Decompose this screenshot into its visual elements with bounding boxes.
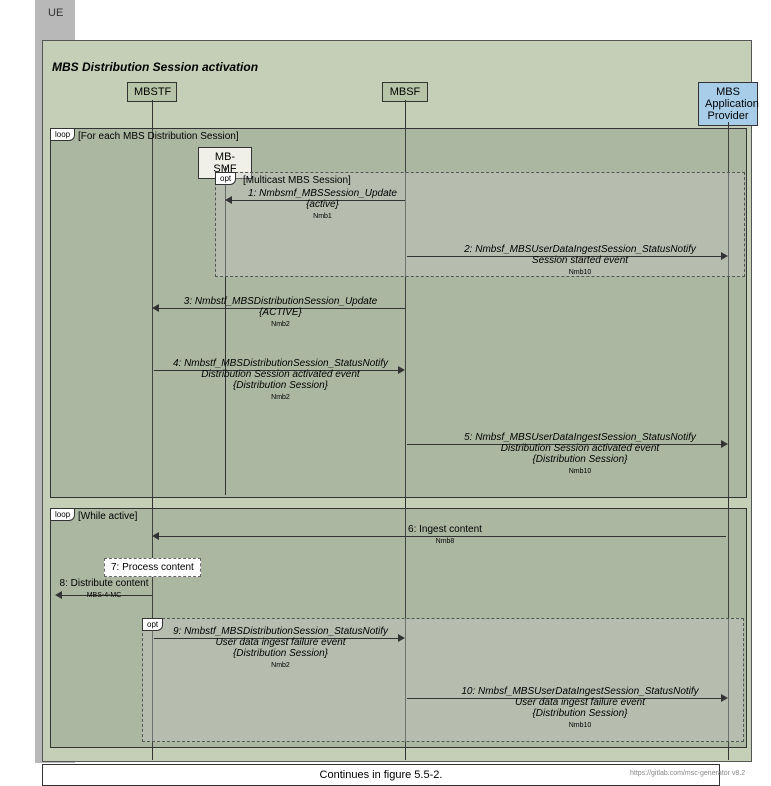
loop2-cond: [While active] xyxy=(78,511,137,522)
m9-ref: Nmb2 xyxy=(271,662,290,669)
m8-label: 8: Distribute content MBS-4-MC xyxy=(58,578,150,600)
m4-text: 4: Nmbstf_MBSDistributionSession_StatusN… xyxy=(173,358,388,369)
opt1-tag: opt xyxy=(215,172,236,185)
loop2-tag: loop xyxy=(50,508,75,521)
m6-head xyxy=(152,532,159,540)
sequence-diagram: UE MBS Distribution Session activation M… xyxy=(0,0,771,782)
m1-head xyxy=(225,196,232,204)
footer-credit: https://gitlab.com/msc-generator v8.2 xyxy=(630,770,745,777)
m2-ref: Nmb10 xyxy=(569,269,592,276)
m10-text: 10: Nmbsf_MBSUserDataIngestSession_Statu… xyxy=(461,686,698,697)
m9-sub2: {Distribution Session} xyxy=(233,648,328,659)
m3-ref: Nmb2 xyxy=(271,321,290,328)
loop1-tag: loop xyxy=(50,128,75,141)
m1-sub: {active} xyxy=(306,199,339,210)
m4-sub2: {Distribution Session} xyxy=(233,380,328,391)
m8-text: 8: Distribute content xyxy=(60,578,149,589)
diagram-title: MBS Distribution Session activation xyxy=(52,60,258,74)
mbstf-head: MBSTF xyxy=(127,82,177,102)
m6-ref: Nmb8 xyxy=(436,538,455,545)
m5-sub2: {Distribution Session} xyxy=(532,454,627,465)
m2-text: 2: Nmbsf_MBSUserDataIngestSession_Status… xyxy=(464,244,696,255)
m5-sub: Distribution Session activated event xyxy=(501,443,659,454)
m4-ref: Nmb2 xyxy=(271,394,290,401)
m3-label: 3: Nmbstf_MBSDistributionSession_Update … xyxy=(158,296,403,329)
m6-text: 6: Ingest content xyxy=(408,524,482,535)
m10-sub: User data ingest failure event xyxy=(515,697,645,708)
m1-text: 1: Nmbsmf_MBSSession_Update xyxy=(248,188,397,199)
opt1-cond: [Multicast MBS Session] xyxy=(243,175,351,186)
m9-sub: User data ingest failure event xyxy=(215,637,345,648)
m5-text: 5: Nmbsf_MBSUserDataIngestSession_Status… xyxy=(464,432,696,443)
mbsf-head: MBSF xyxy=(382,82,428,102)
m3-text: 3: Nmbstf_MBSDistributionSession_Update xyxy=(184,296,377,307)
m5-ref: Nmb10 xyxy=(569,468,592,475)
m1-ref: Nmb1 xyxy=(313,213,332,220)
m2-label: 2: Nmbsf_MBSUserDataIngestSession_Status… xyxy=(435,244,725,277)
mbsap-head: MBS Application Provider xyxy=(698,82,758,126)
m10-ref: Nmb10 xyxy=(569,722,592,729)
m2-sub: Session started event xyxy=(532,255,628,266)
m8-ref: MBS-4-MC xyxy=(87,592,122,599)
m4-label: 4: Nmbstf_MBSDistributionSession_StatusN… xyxy=(158,358,403,402)
m4-sub: Distribution Session activated event xyxy=(201,369,359,380)
m9-text: 9: Nmbstf_MBSDistributionSession_StatusN… xyxy=(173,626,388,637)
continue-box: Continues in figure 5.5-2. xyxy=(42,764,720,786)
m5-label: 5: Nmbsf_MBSUserDataIngestSession_Status… xyxy=(435,432,725,476)
m6-label: 6: Ingest content Nmb8 xyxy=(380,524,510,546)
m3-sub: {ACTIVE} xyxy=(259,307,302,318)
m10-sub2: {Distribution Session} xyxy=(532,708,627,719)
loop1-cond: [For each MBS Distribution Session] xyxy=(78,131,239,142)
m7-box: 7: Process content xyxy=(104,558,201,577)
m10-label: 10: Nmbsf_MBSUserDataIngestSession_Statu… xyxy=(435,686,725,730)
ue-label: UE xyxy=(48,7,63,19)
m1-label: 1: Nmbsmf_MBSSession_Update {active} Nmb… xyxy=(240,188,405,221)
m9-label: 9: Nmbstf_MBSDistributionSession_StatusN… xyxy=(158,626,403,670)
